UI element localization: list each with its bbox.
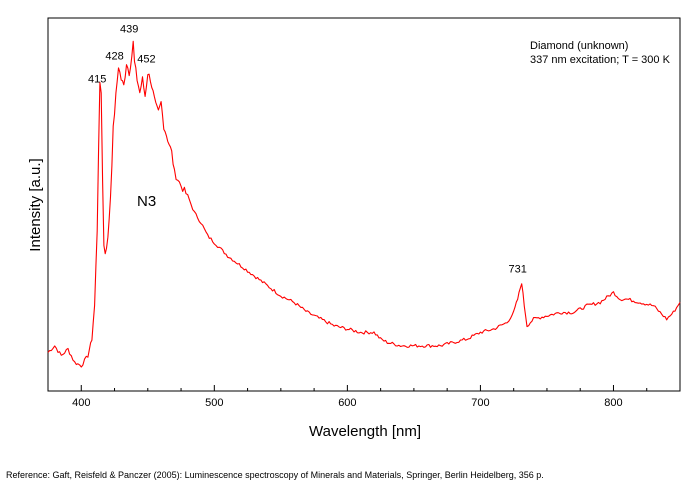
plot-frame (47, 17, 681, 392)
band-label-n3: N3 (137, 193, 156, 210)
x-tick-label: 700 (471, 397, 489, 409)
info-line-conditions: 337 nm excitation; T = 300 K (530, 54, 671, 66)
peak-labels: 415 428 439 452 731 (88, 24, 527, 276)
info-line-sample: Diamond (unknown) (530, 40, 628, 52)
series-line (47, 40, 681, 368)
y-axis-title: Intensity [a.u.] (27, 158, 44, 251)
peak-label-415: 415 (88, 74, 106, 86)
reference-text: Reference: Gaft, Reisfeld & Panczer (200… (6, 470, 544, 480)
x-tick-label: 400 (72, 397, 90, 409)
x-tick-label: 600 (338, 397, 356, 409)
peak-label-439: 439 (120, 24, 138, 36)
peak-label-452: 452 (137, 54, 155, 66)
x-axis-title: Wavelength [nm] (309, 423, 421, 440)
peak-label-731: 731 (508, 263, 526, 275)
x-tick-label: 800 (604, 397, 622, 409)
x-tick-label: 500 (205, 397, 223, 409)
x-axis-ticks: 400 500 600 700 800 (47, 385, 681, 409)
peak-label-428: 428 (105, 50, 123, 62)
